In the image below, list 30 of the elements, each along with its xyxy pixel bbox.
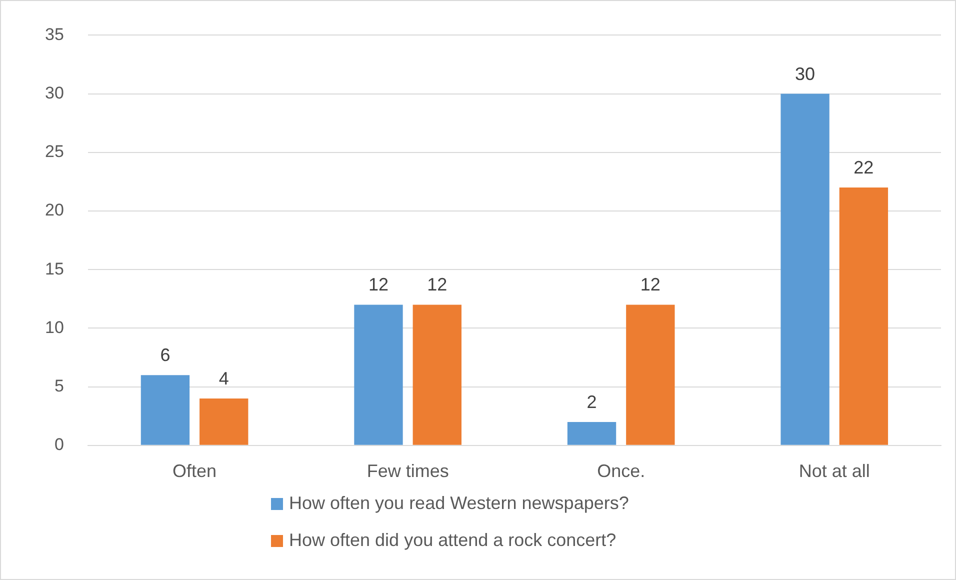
y-tick-label: 0 [54, 435, 64, 454]
data-label: 12 [640, 274, 660, 295]
x-tick-label: Not at all [798, 461, 870, 482]
bar [354, 304, 403, 445]
legend-label: How often you read Western newspapers? [289, 493, 629, 514]
bar [626, 304, 675, 445]
data-label: 30 [795, 64, 816, 84]
data-label: 22 [854, 158, 874, 178]
x-tick-label: Once. [597, 461, 646, 482]
bar [839, 188, 888, 445]
bar [140, 375, 190, 445]
bar [412, 304, 462, 445]
y-tick-label: 20 [44, 200, 64, 220]
y-tick-label: 5 [54, 376, 64, 396]
x-tick-label: Often [172, 461, 217, 482]
x-tick-label: Few times [366, 461, 449, 482]
data-label: 2 [586, 392, 597, 412]
y-tick-label: 15 [44, 259, 64, 278]
bar [567, 422, 616, 445]
data-label: 12 [427, 274, 448, 295]
data-label: 12 [368, 274, 389, 295]
y-tick-label: 10 [44, 318, 64, 337]
bar [200, 398, 248, 445]
y-tick-label: 25 [44, 142, 64, 162]
y-tick-label: 35 [44, 24, 64, 44]
bar [780, 94, 830, 445]
y-tick-label: 30 [44, 83, 64, 102]
data-label: 4 [218, 368, 229, 388]
legend-label: How often did you attend a rock concert? [289, 530, 616, 551]
data-label: 6 [160, 345, 170, 366]
